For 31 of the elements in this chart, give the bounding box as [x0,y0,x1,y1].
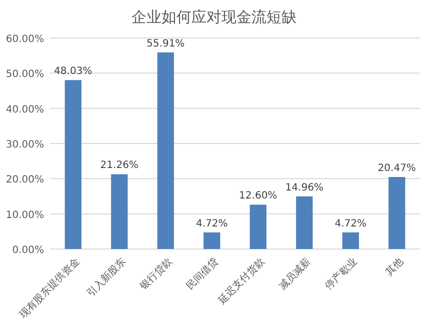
x-tick-label: 现有股东提供资金 [17,255,82,321]
bar [64,80,82,249]
data-label: 55.91% [146,38,185,50]
bar [296,196,313,249]
chart-title: 企业如何应对现金流短缺 [132,8,296,26]
data-label: 20.47% [378,163,416,174]
y-tick-label: 40.00% [6,104,44,116]
bar [250,204,266,249]
bar [157,52,174,249]
data-label: 4.72% [196,218,228,230]
y-tick-label: 0.00% [12,245,44,256]
data-label: 14.96% [285,182,324,194]
x-tick-label: 民间借贷 [184,255,221,292]
y-tick-label: 60.00% [6,34,44,45]
y-tick-label: 50.00% [6,69,44,80]
x-tick-label: 银行贷款 [137,255,175,293]
data-label: 21.26% [100,160,138,172]
y-tick-label: 20.00% [6,174,44,186]
x-tick-label: 减员减薪 [276,255,314,292]
x-tick-label: 引入新股东 [84,255,128,300]
data-label: 48.03% [54,66,92,78]
bar [342,232,359,249]
x-tick-label: 其他 [383,255,406,278]
bar [388,177,406,249]
y-tick-label: 10.00% [6,210,44,221]
y-tick-label: 30.00% [6,140,44,150]
bar [111,174,128,249]
data-label: 12.60% [239,190,278,202]
bar [204,232,220,249]
data-label: 4.72% [334,218,367,230]
x-tick-label: 停产歇业 [322,255,360,292]
